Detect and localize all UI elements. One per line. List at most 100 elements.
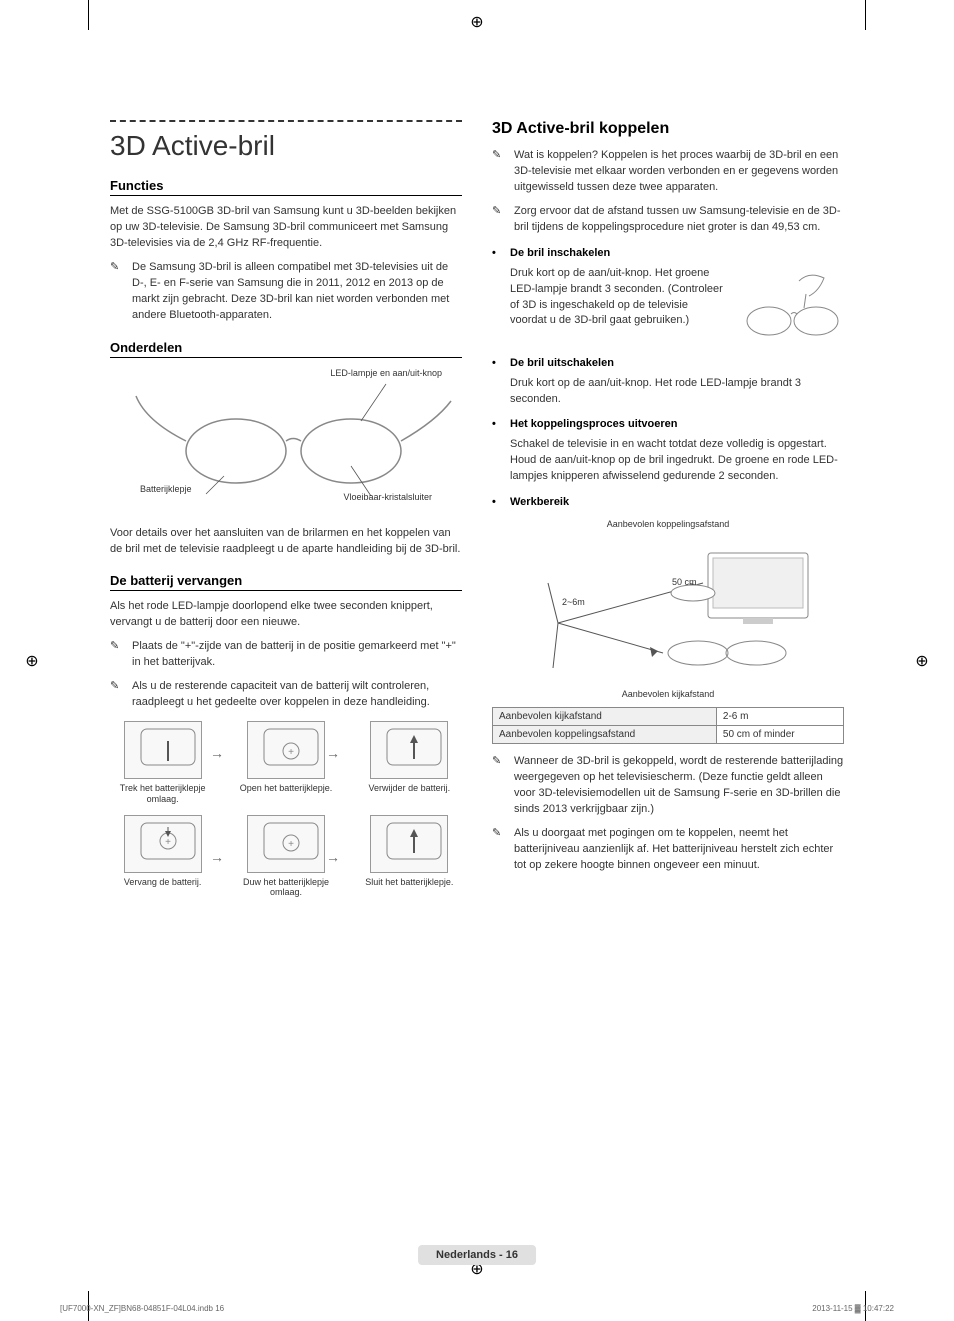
battery-step-image: +	[247, 815, 325, 873]
note-item: ✎ Zorg ervoor dat de afstand tussen uw S…	[492, 204, 844, 236]
glasses-hand-diagram	[734, 266, 844, 346]
table-cell-label: Aanbevolen koppelingsafstand	[493, 726, 717, 744]
battery-step-image: +	[124, 815, 202, 873]
bullet-title: De bril uitschakelen	[510, 356, 614, 372]
note-text: Wanneer de 3D-bril is gekoppeld, wordt d…	[514, 754, 844, 818]
arrow-icon: →	[210, 849, 224, 865]
range-diagram: Aanbevolen koppelingsafstand 2~6m 50 cm …	[492, 519, 844, 699]
glasses-parts-diagram: LED-lampje en aan/uit-knop Batterijklepj…	[110, 366, 462, 516]
footer-metadata: [UF7000-XN_ZF]BN68-04851F-04L04.indb 16 …	[60, 1304, 894, 1313]
registration-mark-right-icon: ⊕	[912, 651, 932, 671]
bullet-title: De bril inschakelen	[510, 246, 610, 262]
bullet-item: • De bril uitschakelen	[492, 356, 844, 372]
battery-step-image	[370, 721, 448, 779]
table-row: Aanbevolen kijkafstand 2-6 m	[493, 708, 844, 726]
note-item: ✎ De Samsung 3D-bril is alleen compatibe…	[110, 260, 462, 324]
battery-step-caption: Sluit het batterijklepje.	[365, 877, 453, 888]
range-table: Aanbevolen kijkafstand 2-6 m Aanbevolen …	[492, 707, 844, 744]
section-heading-functies: Functies	[110, 178, 462, 196]
battery-step-caption: Verwijder de batterij.	[369, 783, 451, 794]
right-column: 3D Active-bril koppelen ✎ Wat is koppele…	[492, 120, 844, 898]
bullet-item: • Het koppelingsproces uitvoeren	[492, 417, 844, 433]
battery-steps-grid: Trek het batterijklepje omlaag. + Open h…	[110, 721, 462, 898]
battery-step-image	[370, 815, 448, 873]
crop-mark	[865, 0, 866, 30]
note-icon: ✎	[492, 826, 506, 874]
bullet-title: Het koppelingsproces uitvoeren	[510, 417, 677, 433]
inschakelen-block: Druk kort op de aan/uit-knop. Het groene…	[510, 266, 844, 346]
note-text: Als u de resterende capaciteit van de ba…	[132, 679, 462, 711]
note-text: Plaats de "+"-zijde van de batterij in d…	[132, 639, 462, 671]
bullet-icon: •	[492, 417, 502, 433]
bullet-item: • De bril inschakelen	[492, 246, 844, 262]
range-label-view: Aanbevolen kijkafstand	[622, 689, 715, 699]
functies-intro: Met de SSG-5100GB 3D-bril van Samsung ku…	[110, 204, 462, 252]
svg-text:+: +	[288, 747, 294, 758]
bullet-icon: •	[492, 495, 502, 511]
note-icon: ✎	[110, 260, 124, 324]
arrow-icon: →	[326, 849, 340, 865]
table-cell-label: Aanbevolen kijkafstand	[493, 708, 717, 726]
note-text: Wat is koppelen? Koppelen is het proces …	[514, 148, 844, 196]
diagram-label-shutter: Vloeibaar-kristalsluiter	[343, 492, 432, 502]
note-icon: ✎	[110, 639, 124, 671]
battery-step: + Open het batterijklepje.	[233, 721, 338, 805]
koppelproces-text: Schakel de televisie in en wacht totdat …	[510, 437, 844, 485]
table-cell-value: 2-6 m	[716, 708, 843, 726]
registration-mark-left-icon: ⊕	[22, 651, 42, 671]
battery-step-image	[124, 721, 202, 779]
battery-step-image: +	[247, 721, 325, 779]
diagram-label-battery: Batterijklepje	[140, 484, 192, 494]
table-row: Aanbevolen koppelingsafstand 50 cm of mi…	[493, 726, 844, 744]
svg-text:+: +	[165, 837, 171, 848]
battery-step: + Vervang de batterij.	[110, 815, 215, 899]
range-label-pair: Aanbevolen koppelingsafstand	[607, 519, 730, 529]
bullet-icon: •	[492, 246, 502, 262]
left-column: 3D Active-bril Functies Met de SSG-5100G…	[110, 120, 462, 898]
note-text: Zorg ervoor dat de afstand tussen uw Sam…	[514, 204, 844, 236]
range-label-distance-view: 2~6m	[562, 597, 585, 607]
battery-step-caption: Vervang de batterij.	[124, 877, 202, 888]
onderdelen-caption: Voor details over het aansluiten van de …	[110, 526, 462, 558]
registration-mark-top-icon: ⊕	[467, 12, 487, 32]
battery-step-caption: Duw het batterijklepje omlaag.	[233, 877, 338, 899]
range-label-distance-pair: 50 cm	[672, 577, 697, 587]
note-item: ✎ Wanneer de 3D-bril is gekoppeld, wordt…	[492, 754, 844, 818]
bullet-title: Werkbereik	[510, 495, 569, 511]
battery-step-caption: Trek het batterijklepje omlaag.	[110, 783, 215, 805]
page-title: 3D Active-bril	[110, 120, 462, 162]
section-heading-koppelen: 3D Active-bril koppelen	[492, 120, 844, 138]
page-number-badge: Nederlands - 16	[418, 1245, 536, 1265]
note-item: ✎ Wat is koppelen? Koppelen is het proce…	[492, 148, 844, 196]
section-heading-onderdelen: Onderdelen	[110, 340, 462, 358]
note-icon: ✎	[110, 679, 124, 711]
note-text: De Samsung 3D-bril is alleen compatibel …	[132, 260, 462, 324]
battery-step: + Duw het batterijklepje omlaag.	[233, 815, 338, 899]
note-icon: ✎	[492, 204, 506, 236]
footer-file-ref: [UF7000-XN_ZF]BN68-04851F-04L04.indb 16	[60, 1304, 224, 1313]
crop-mark	[88, 0, 89, 30]
note-icon: ✎	[492, 754, 506, 818]
note-item: ✎ Als u de resterende capaciteit van de …	[110, 679, 462, 711]
note-item: ✎ Plaats de "+"-zijde van de batterij in…	[110, 639, 462, 671]
section-heading-batterij: De batterij vervangen	[110, 573, 462, 591]
note-item: ✎ Als u doorgaat met pogingen om te kopp…	[492, 826, 844, 874]
table-cell-value: 50 cm of minder	[716, 726, 843, 744]
battery-step: Verwijder de batterij.	[357, 721, 462, 805]
note-text: Als u doorgaat met pogingen om te koppel…	[514, 826, 844, 874]
battery-step: Trek het batterijklepje omlaag.	[110, 721, 215, 805]
arrow-icon: →	[326, 745, 340, 761]
arrow-icon: →	[210, 745, 224, 761]
diagram-label-led: LED-lampje en aan/uit-knop	[330, 368, 442, 378]
note-icon: ✎	[492, 148, 506, 196]
content-columns: 3D Active-bril Functies Met de SSG-5100G…	[110, 120, 844, 898]
svg-text:+: +	[288, 839, 294, 850]
footer-timestamp: 2013-11-15 ▓ 10:47:22	[812, 1304, 894, 1313]
uitschakelen-text: Druk kort op de aan/uit-knop. Het rode L…	[510, 376, 844, 408]
battery-step-caption: Open het batterijklepje.	[240, 783, 333, 794]
inschakelen-text: Druk kort op de aan/uit-knop. Het groene…	[510, 267, 723, 327]
bullet-icon: •	[492, 356, 502, 372]
battery-step: Sluit het batterijklepje.	[357, 815, 462, 899]
bullet-item: • Werkbereik	[492, 495, 844, 511]
batterij-intro: Als het rode LED-lampje doorlopend elke …	[110, 599, 462, 631]
